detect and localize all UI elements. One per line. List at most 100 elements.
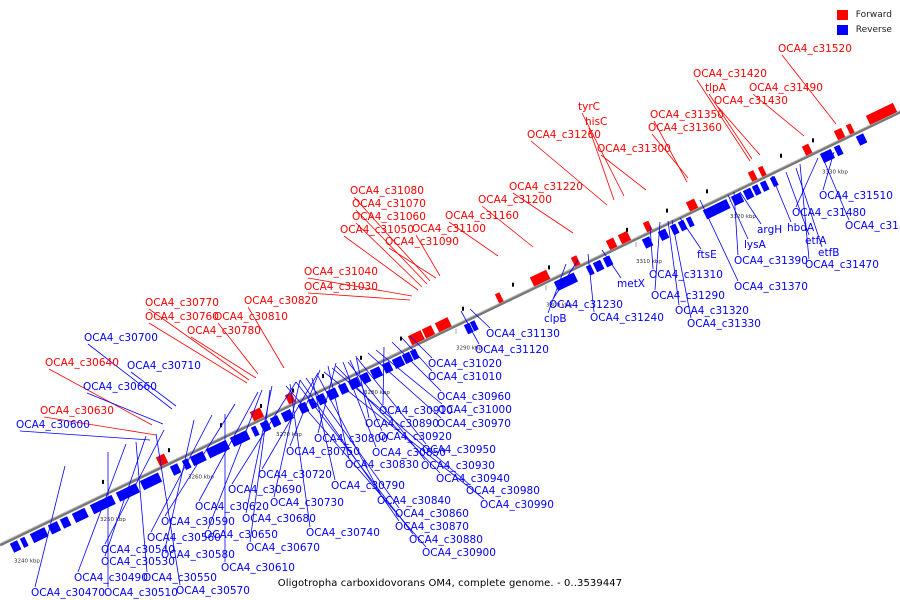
gene-label: OCA4_c31500	[845, 220, 900, 232]
gene-label: OCA4_c30730	[270, 497, 344, 509]
gene-label: OCA4_c30610	[221, 562, 295, 574]
leader-line	[217, 322, 259, 375]
tick-label: 3280 kbp	[364, 390, 390, 396]
leader-line	[375, 349, 443, 405]
leader-line	[708, 93, 753, 160]
gene-label: OCA4_c30960	[437, 391, 511, 403]
gene-label: OCA4_c30720	[258, 469, 332, 481]
leader-line	[547, 263, 567, 314]
gene-label: OCA4_c30910	[379, 405, 453, 417]
gene-label: etfA	[805, 235, 827, 247]
tick-label: 3310 kbp	[636, 259, 662, 265]
leader-line	[207, 389, 263, 530]
gene-label: OCA4_c30810	[214, 311, 288, 323]
gene-label: OCA4_c30530	[101, 556, 175, 568]
gene-label: OCA4_c30970	[437, 418, 511, 430]
leader-line	[343, 235, 419, 291]
leader-line	[34, 465, 66, 588]
leader-line	[190, 336, 257, 379]
gene-label: argH	[757, 224, 782, 236]
gene-label: OCA4_c30540	[101, 544, 175, 556]
leader-line	[355, 222, 423, 288]
gene-label: OCA4_c31490	[749, 82, 823, 94]
gene-label: hisC	[585, 116, 607, 128]
leader-line	[43, 416, 157, 436]
leader-line	[821, 155, 850, 221]
gene-label: OCA4_c31040	[304, 266, 378, 278]
gene-label: OCA4_c31230	[549, 299, 623, 311]
gene-marker	[292, 388, 294, 393]
gene-forward	[434, 317, 452, 333]
gene-reverse	[369, 366, 384, 380]
gene-forward	[570, 255, 581, 267]
gene-reverse	[641, 236, 654, 249]
leader-line	[19, 430, 151, 441]
leader-line	[150, 414, 213, 533]
leader-line	[752, 93, 805, 137]
gene-reverse	[250, 425, 260, 437]
gene-label: lysA	[744, 239, 767, 251]
gene-marker	[812, 138, 814, 143]
leader-line	[335, 365, 441, 474]
leader-line	[699, 199, 739, 282]
leader-line	[588, 127, 615, 201]
gene-reverse	[742, 187, 755, 201]
gene-label: OCA4_c30700	[84, 332, 158, 344]
gene-reverse	[47, 521, 62, 535]
gene-label: OCA4_c31070	[352, 198, 426, 210]
gene-label: OCA4_c30470	[31, 587, 105, 599]
gene-reverse	[205, 439, 230, 459]
gene-marker	[548, 265, 550, 270]
leader-line	[601, 249, 622, 279]
gene-label: OCA4_c31050	[340, 224, 414, 236]
gene-label: OCA4_c30710	[127, 360, 201, 372]
gene-label: OCA4_c30770	[145, 297, 219, 309]
leader-line	[771, 175, 792, 223]
gene-label: OCA4_c31390	[734, 255, 808, 267]
leader-line	[261, 372, 319, 470]
gene-reverse	[855, 133, 868, 146]
leader-line	[651, 133, 689, 179]
gene-label: OCA4_c30600	[16, 419, 90, 431]
gene-label: OCA4_c30650	[204, 529, 278, 541]
gene-label: tlpA	[705, 82, 727, 94]
gene-label: tyrC	[578, 101, 600, 113]
gene-label: OCA4_c30980	[466, 485, 540, 497]
leader-line	[342, 361, 377, 448]
gene-forward	[845, 123, 855, 135]
gene-reverse	[602, 255, 614, 268]
gene-label: OCA4_c31520	[778, 43, 852, 55]
gene-label: OCA4_c31090	[385, 236, 459, 248]
gene-marker	[462, 306, 464, 311]
gene-reverse	[751, 184, 762, 196]
gene-forward	[757, 165, 767, 177]
gene-label: OCA4_c30510	[104, 587, 178, 599]
leader-line	[552, 259, 579, 300]
gene-forward	[494, 292, 504, 304]
leader-line	[799, 163, 810, 260]
tick-label: 3240 kbp	[14, 558, 40, 564]
leader-line	[717, 106, 761, 156]
leader-line	[653, 120, 688, 183]
gene-label: OCA4_c30890	[365, 418, 439, 430]
gene-label: OCA4_c30900	[422, 547, 496, 559]
leader-line	[822, 151, 835, 191]
gene-label: OCA4_c30570	[176, 585, 250, 597]
leader-line	[667, 220, 680, 306]
tick-label: 3270 kbp	[276, 432, 302, 438]
gene-label: OCA4_c31020	[428, 358, 502, 370]
gene-reverse	[463, 322, 474, 335]
gene-label: OCA4_c30860	[395, 508, 469, 520]
leader-line	[148, 308, 250, 381]
gene-forward	[801, 143, 813, 156]
genome-backbone	[0, 110, 900, 547]
gene-marker	[666, 208, 668, 213]
gene-reverse	[19, 536, 29, 548]
gene-forward	[865, 102, 898, 125]
leader-line	[104, 429, 165, 545]
gene-marker	[102, 479, 104, 484]
gene-reverse	[759, 180, 770, 192]
gene-label: OCA4_c30880	[409, 534, 483, 546]
gene-label: OCA4_c31360	[648, 122, 722, 134]
